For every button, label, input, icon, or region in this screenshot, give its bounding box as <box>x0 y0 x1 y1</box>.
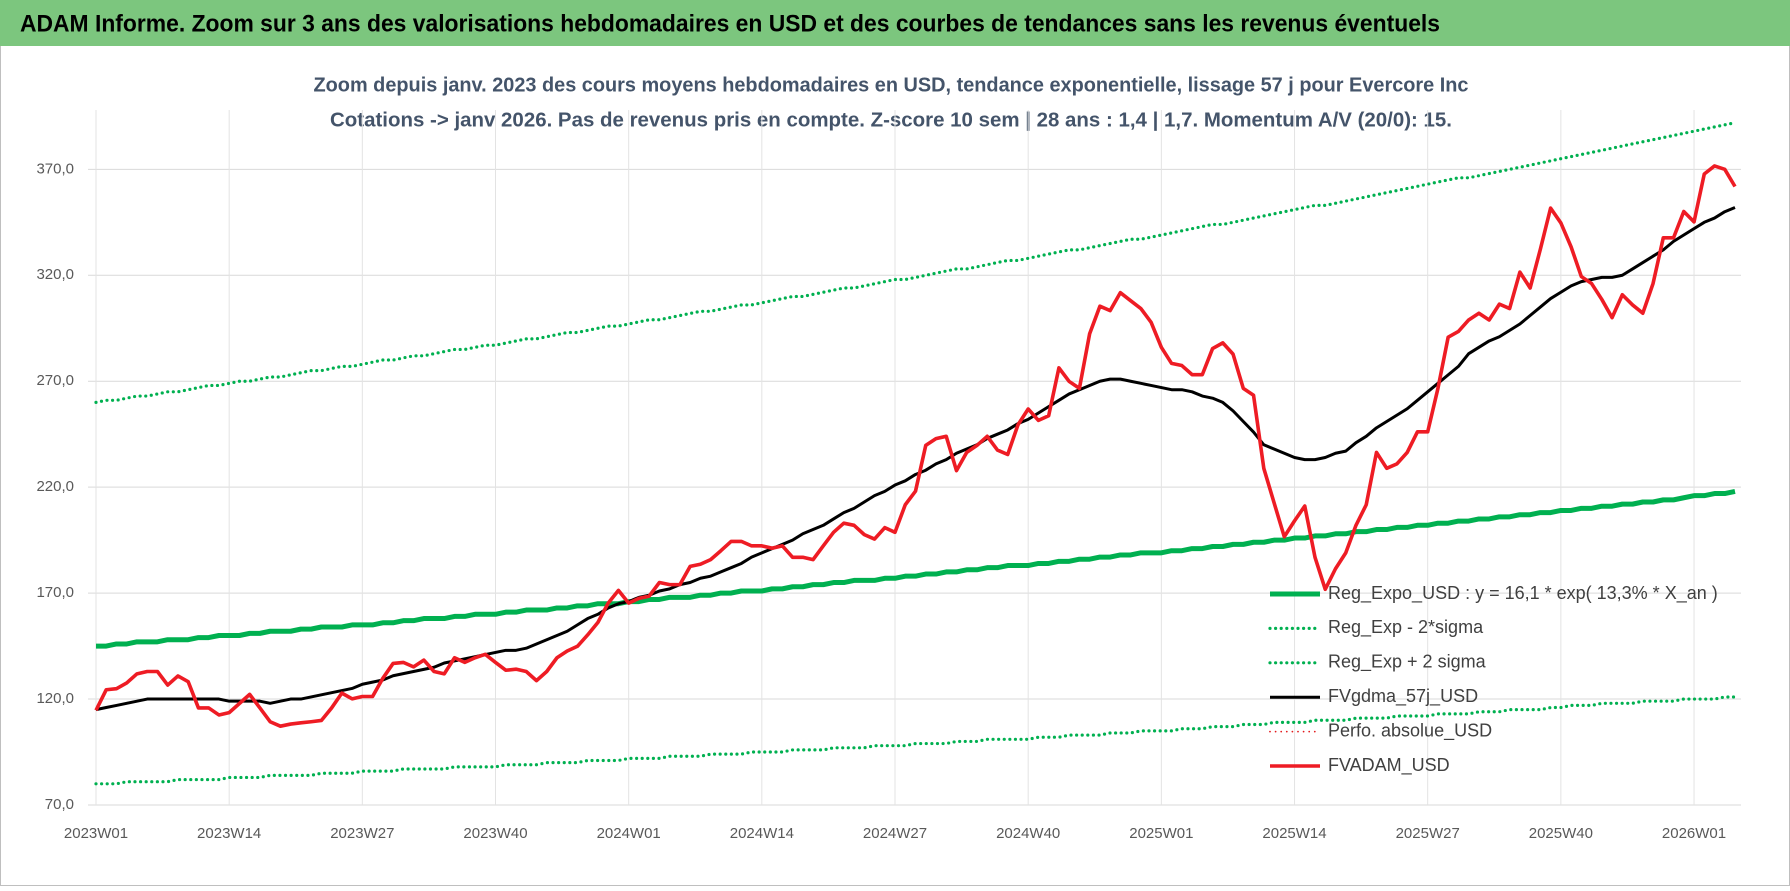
series-line <box>94 695 1737 786</box>
x-tick-label: 2025W40 <box>1529 825 1593 842</box>
x-tick-label: 2024W27 <box>863 825 927 842</box>
legend-label: Reg_Exp + 2 sigma <box>1328 652 1487 673</box>
x-tick-label: 2023W14 <box>197 825 261 842</box>
legend-label: FVADAM_USD <box>1328 755 1450 776</box>
series-line <box>96 488 1736 649</box>
x-tick-label: 2023W01 <box>64 825 128 842</box>
y-tick-label: 320,0 <box>36 266 74 283</box>
series-line <box>94 164 1737 728</box>
legend-label: Reg_Expo_USD : y = 16,1 * exp( 13,3% * X… <box>1328 583 1718 604</box>
x-tick-label: 2025W14 <box>1262 825 1326 842</box>
series-line <box>95 206 1736 712</box>
series-line <box>94 121 1737 405</box>
chart-title: ADAM Informe. Zoom sur 3 ans des valoris… <box>20 10 1440 37</box>
x-tick-label: 2023W40 <box>463 825 527 842</box>
plot-lines <box>94 121 1737 786</box>
legend-label: FVgdma_57j_USD <box>1328 686 1478 707</box>
x-tick-label: 2024W40 <box>996 825 1060 842</box>
y-tick-label: 270,0 <box>36 372 74 389</box>
y-tick-label: 370,0 <box>36 160 74 177</box>
x-tick-label: 2024W01 <box>597 825 661 842</box>
legend-label: Perfo. absolue_USD <box>1328 720 1492 741</box>
legend: Reg_Expo_USD : y = 16,1 * exp( 13,3% * X… <box>1268 583 1718 776</box>
x-tick-label: 2023W27 <box>330 825 394 842</box>
y-tick-label: 120,0 <box>36 690 74 707</box>
x-tick-label: 2026W01 <box>1662 825 1726 842</box>
header-bar <box>0 0 1790 46</box>
legend-label: Reg_Exp - 2*sigma <box>1328 617 1484 638</box>
y-tick-label: 70,0 <box>45 796 74 813</box>
x-tick-label: 2024W14 <box>730 825 794 842</box>
x-tick-label: 2025W27 <box>1396 825 1460 842</box>
grid: 70,0 120,0 170,0 220,0 270,0 320,0 370,0 2023W0… <box>36 110 1741 842</box>
x-tick-label: 2025W01 <box>1129 825 1193 842</box>
chart-subtitle: Cotations -> janv 2026. Pas de revenus p… <box>330 109 1452 131</box>
y-tick-label: 170,0 <box>36 584 74 601</box>
chart-subtitle: Zoom depuis janv. 2023 des cours moyens … <box>314 74 1469 96</box>
y-tick-label: 220,0 <box>36 478 74 495</box>
